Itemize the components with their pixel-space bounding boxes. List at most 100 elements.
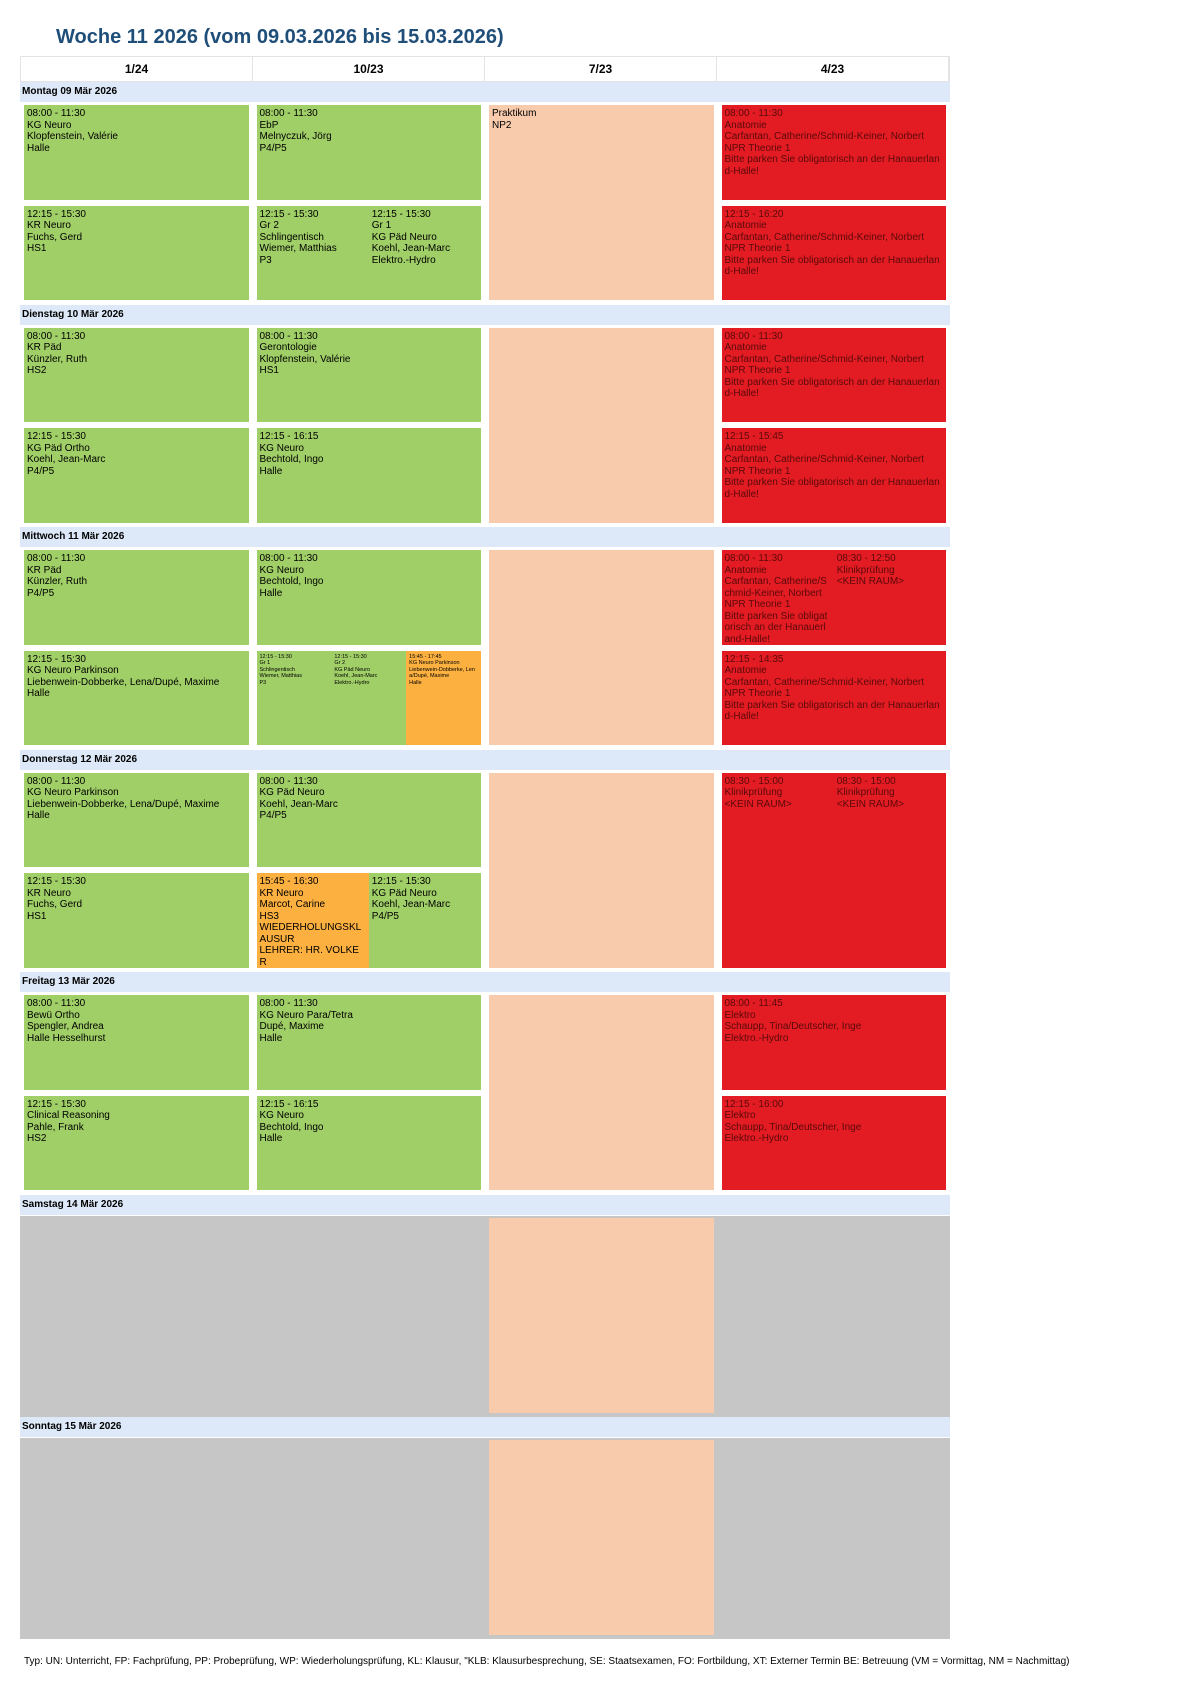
appointment-line: Bewü Ortho (27, 1009, 80, 1021)
appointment-line: KG Neuro Parkinson (409, 660, 460, 666)
column-header: 1/24 (21, 57, 253, 81)
appointment[interactable]: 08:00 - 11:30 KR Päd Künzler, Ruth HS2 (24, 327, 249, 422)
appointment-line: Carfantan, Catherine/Schmid-Keiner, Norb… (724, 231, 925, 243)
appointment[interactable]: 12:15 - 15:30 KG Päd Neuro Koehl, Jean-Mar… (368, 873, 481, 968)
appointment-line: Schlingentisch (259, 666, 295, 673)
schedule-slot: 08:00 - 11:30 Bewü Ortho Spengler, Andrea H… (24, 995, 249, 1090)
appointment-line: Gerontologie (259, 342, 317, 353)
appointment[interactable]: 08:30 - 15:00 Klinikprüfung <KEIN RAUM> (721, 772, 834, 968)
appointment[interactable] (489, 1217, 714, 1413)
appointment[interactable]: 08:00 - 11:30 Anatomie Carfantan, Catherin… (721, 327, 946, 422)
appointment[interactable]: 12:15 - 15:30 KG Neuro Parkinson Liebenwei… (24, 650, 249, 745)
appointment[interactable]: 08:00 - 11:30 Anatomie Carfantan, Catherin… (721, 550, 834, 645)
appointment[interactable] (489, 772, 714, 968)
appointment[interactable]: 12:15 - 15:30 Gr 1 KG Päd Neuro Koehl, Jean… (368, 205, 481, 300)
appointment[interactable]: 12:15 - 14:35 Anatomie Carfantan, Catherin… (721, 650, 946, 745)
appointment[interactable]: 08:30 - 15:00 Klinikprüfung <KEIN RAUM> (833, 772, 946, 968)
appointment-line: 12:15 - 15:30 (259, 653, 292, 660)
appointment[interactable]: 08:00 - 11:30 KG Neuro Klopfenstein, Valér… (24, 105, 249, 200)
appointment-line: Liebenwein-Dobberke, Lena/Dupé, Maxime (409, 666, 475, 680)
page-title: Woche 11 2026 (vom 09.03.2026 bis 15.03.… (56, 26, 504, 48)
schedule-slot (489, 772, 714, 968)
appointment[interactable]: 15:45 - 16:30 KR Neuro Marcot, Carine HS3 WI… (256, 873, 369, 968)
schedule-slot: 08:30 - 15:00 Klinikprüfung <KEIN RAUM> 08:… (721, 772, 946, 968)
appointment-line: KR Päd (27, 564, 62, 576)
appointment[interactable]: 08:00 - 11:30 KG Neuro Bechtold, Ingo Halle (256, 550, 481, 645)
appointment-line: Bechtold, Ingo (259, 454, 324, 465)
day-section: Mittwoch 11 Mär 2026 08:00 - 11:30 KR Päd K… (20, 527, 950, 750)
appointment[interactable]: 08:00 - 11:30 KR Päd Künzler, Ruth P4/P5 (24, 550, 249, 645)
appointment-line: HS1 (27, 243, 47, 254)
schedule-slot: 08:00 - 11:30 Anatomie Carfantan, Catherin… (721, 550, 946, 645)
appointment-line: Bechtold, Ingo (259, 1121, 324, 1133)
schedule-slot: 12:15 - 16:15 KG Neuro Bechtold, Ingo Halle (256, 428, 481, 523)
appointment-line: 12:15 - 15:30 (27, 208, 86, 220)
appointment-line: Wiemer, Matthias (259, 243, 337, 254)
appointment-line: 08:30 - 15:00 (724, 775, 784, 787)
appointment[interactable]: 12:15 - 15:30 Gr 1 Schlingentisch Wiemer, M… (256, 650, 332, 745)
appointment-line: HS2 (27, 365, 47, 376)
schedule-slot: 08:00 - 11:30 Gerontologie Klopfenstein, V… (256, 327, 481, 422)
appointment[interactable]: 12:15 - 15:30 KR Neuro Fuchs, Gerd HS1 (24, 873, 249, 968)
appointment[interactable]: 12:15 - 15:30 Gr 2 Schlingentisch Wiemer, M… (256, 205, 369, 300)
appointment-line: Elektro (724, 1110, 756, 1121)
appointment-line: HS1 (27, 910, 47, 922)
schedule-slot: 08:00 - 11:30 KG Neuro Bechtold, Ingo Halle (256, 550, 481, 645)
appointment-line: Halle (27, 142, 50, 154)
appointment-line: Anatomie (724, 342, 767, 353)
appointment[interactable]: 12:15 - 16:20 Anatomie Carfantan, Catherin… (721, 205, 946, 300)
appointment[interactable]: 08:00 - 11:30 Anatomie Carfantan, Catherin… (721, 105, 946, 200)
appointment[interactable]: 08:00 - 11:30 Bewü Ortho Spengler, Andrea H… (24, 995, 249, 1090)
appointment-line: Halle (27, 688, 50, 699)
appointment[interactable]: 12:15 - 16:15 KG Neuro Bechtold, Ingo Halle (256, 428, 481, 523)
appointment[interactable]: 12:15 - 15:30 KR Neuro Fuchs, Gerd HS1 (24, 205, 249, 300)
appointment[interactable]: Praktikum NP2 (489, 105, 714, 300)
appointment-line: 15:45 - 16:30 (259, 876, 319, 887)
appointment[interactable]: 12:15 - 16:00 Elektro Schaupp, Tina/Deutsc… (721, 1095, 946, 1190)
schedule-slot: Praktikum NP2 (489, 105, 714, 300)
column-header: 7/23 (485, 57, 717, 81)
appointment-line: 08:00 - 11:30 (259, 108, 318, 119)
appointment-line: Klinikprüfung (836, 564, 895, 576)
appointment[interactable]: 08:00 - 11:45 Elektro Schaupp, Tina/Deutsc… (721, 995, 946, 1090)
appointment[interactable]: 08:00 - 11:30 KG Päd Neuro Koehl, Jean-Mar… (256, 772, 481, 867)
appointment-line: Carfantan, Catherine/Schmid-Keiner, Norb… (724, 676, 925, 688)
appointment[interactable] (489, 327, 714, 523)
appointment-line: Carfantan, Catherine/Schmid-Keiner, Norb… (724, 454, 925, 465)
appointment[interactable]: 15:45 - 17:45 KG Neuro Parkinson Liebenwei… (406, 650, 481, 745)
appointment-line: KG Päd Ortho (27, 442, 90, 454)
schedule-slot: 12:15 - 16:20 Anatomie Carfantan, Catherin… (721, 205, 946, 300)
appointment[interactable]: 12:15 - 15:45 Anatomie Carfantan, Catherin… (721, 428, 946, 523)
day-body: 08:00 - 11:30 KG Neuro Parkinson Liebenwei… (20, 771, 950, 972)
appointment-line: Schlingentisch (259, 231, 324, 243)
schedule-slot: 08:00 - 11:30 KR Päd Künzler, Ruth HS2 (24, 327, 249, 422)
appointment-line: Elektro (724, 1009, 756, 1021)
appointment[interactable]: 08:00 - 11:30 EbP Melnyczuk, Jörg P4/P5 (256, 105, 481, 200)
days-container: Montag 09 Mär 2026 08:00 - 11:30 KG Neuro K… (20, 82, 950, 1640)
appointment[interactable]: 08:30 - 12:50 Klinikprüfung <KEIN RAUM> (833, 550, 946, 645)
schedule-slot (489, 550, 714, 745)
appointment-line: KG Neuro Parkinson (27, 787, 119, 798)
appointment[interactable]: 12:15 - 16:15 KG Neuro Bechtold, Ingo Halle (256, 1095, 481, 1190)
appointment-line: Halle (259, 1133, 283, 1144)
appointment-line: P4/P5 (27, 465, 55, 477)
appointment[interactable] (489, 1440, 714, 1635)
appointment[interactable]: 08:00 - 11:30 Gerontologie Klopfenstein, V… (256, 327, 481, 422)
appointment-line: NPR Theorie 1 (724, 243, 791, 254)
appointment[interactable]: 12:15 - 15:30 KG Päd Ortho Koehl, Jean-Mar… (24, 428, 249, 523)
appointment-line: Elektro.-Hydro (724, 1133, 789, 1144)
appointment[interactable] (489, 995, 714, 1190)
appointment-line: Anatomie (724, 220, 767, 231)
appointment-line: Gr 1 (259, 660, 271, 666)
day-body: 08:00 - 11:30 KG Neuro Klopfenstein, Valér… (20, 103, 950, 304)
appointment[interactable]: 08:00 - 11:30 KG Neuro Parkinson Liebenwei… (24, 772, 249, 867)
appointment[interactable]: 12:15 - 15:30 Gr 2 KG Päd Neuro Koehl, Jean… (331, 650, 407, 745)
appointment-line: LEHRER: HR. VOLKER (259, 945, 359, 968)
appointment[interactable]: 12:15 - 15:30 Clinical Reasoning Pahle, Fr… (24, 1095, 249, 1190)
appointment[interactable]: 08:00 - 11:30 KG Neuro Para/Tetra Dupé, Ma… (256, 995, 481, 1090)
appointment[interactable] (489, 550, 714, 745)
appointment-line: Clinical Reasoning (27, 1110, 110, 1121)
day-section: Sonntag 15 Mär 2026 (20, 1417, 950, 1640)
legend-footer: Typ: UN: Unterricht, FP: Fachprüfung, PP… (24, 1656, 1070, 1667)
appointment-line: 12:15 - 16:00 (724, 1098, 784, 1110)
